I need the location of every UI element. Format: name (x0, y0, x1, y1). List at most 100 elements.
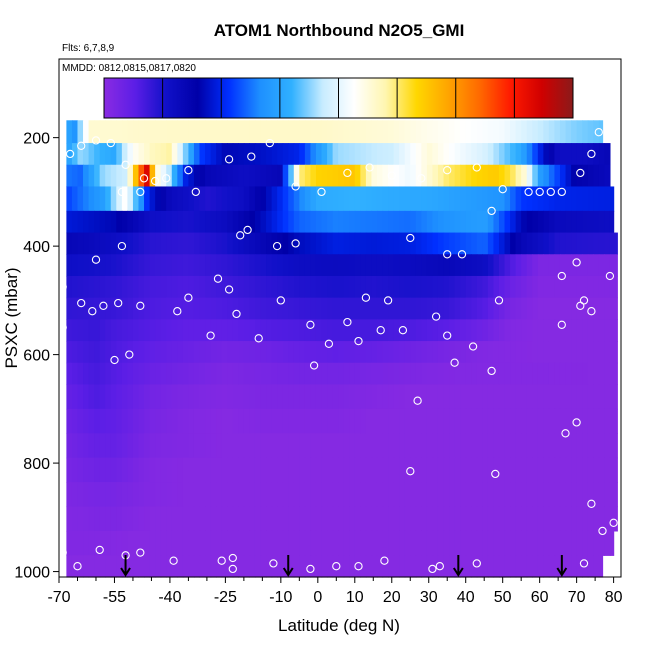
heatmap-cell (282, 457, 289, 483)
observation-point (99, 301, 108, 310)
heatmap-cell (199, 384, 206, 410)
heatmap-cell (71, 254, 79, 277)
heatmap-cell (393, 555, 400, 578)
heatmap-cell (188, 530, 195, 556)
heatmap-cell (410, 232, 417, 255)
heatmap-cell (288, 275, 295, 299)
heatmap-cell (532, 555, 539, 578)
heatmap-cell (338, 408, 345, 434)
heatmap-cell (554, 319, 561, 342)
heatmap-cell (271, 275, 278, 299)
heatmap-cell (144, 555, 151, 578)
heatmap-cell (94, 506, 101, 532)
heatmap-cell (576, 362, 583, 386)
dates-note: MMDD: 0812,0815,0817,0820 (62, 63, 196, 74)
heatmap-cell (476, 433, 483, 459)
heatmap-cell (243, 482, 251, 508)
heatmap-cell (99, 433, 106, 459)
heatmap-cell (498, 408, 506, 434)
heatmap-cell (554, 341, 561, 364)
heatmap-cell (216, 143, 223, 166)
heatmap-cell (521, 341, 528, 364)
heatmap-cell (299, 362, 306, 386)
x-axis-title: Latitude (deg N) (278, 616, 400, 635)
heatmap-cell (155, 143, 162, 166)
heatmap-cell (415, 319, 422, 342)
observation-point (380, 556, 389, 565)
observation-point (443, 166, 452, 175)
heatmap-cell (404, 341, 411, 364)
heatmap-cell (315, 297, 323, 320)
heatmap-cell (482, 530, 489, 556)
heatmap-cell (382, 457, 389, 483)
heatmap-cell (188, 232, 195, 255)
heatmap-cell (166, 555, 173, 578)
heatmap-cell (432, 143, 439, 166)
heatmap-cell (410, 254, 417, 277)
heatmap-cell (177, 555, 184, 578)
heatmap-cell (460, 143, 467, 166)
heatmap-cell (537, 457, 544, 483)
heatmap-cell (127, 254, 134, 277)
heatmap-cell (166, 120, 173, 144)
heatmap-cell (77, 341, 84, 364)
heatmap-cell (532, 433, 539, 459)
heatmap-cell (548, 482, 556, 508)
heatmap-cell (515, 506, 522, 532)
heatmap-cell (404, 506, 411, 532)
heatmap-cell (83, 457, 90, 483)
heatmap-cell (410, 362, 417, 386)
heatmap-cell (454, 341, 461, 364)
heatmap-cell (288, 530, 295, 556)
observation-point (383, 296, 393, 305)
heatmap-cell (144, 433, 151, 459)
heatmap-cell (138, 408, 145, 434)
heatmap-cell (271, 433, 278, 459)
heatmap-cell (460, 384, 467, 410)
heatmap-cell (587, 530, 594, 556)
heatmap-cell (116, 164, 123, 188)
heatmap-cell (177, 143, 184, 166)
heatmap-cell (515, 254, 522, 277)
heatmap-cell (199, 120, 206, 144)
heatmap-cell (327, 433, 334, 459)
heatmap-cell (332, 457, 339, 483)
heatmap-cell (243, 408, 251, 434)
heatmap-cell (498, 186, 506, 212)
observation-point (343, 317, 352, 327)
heatmap-cell (388, 232, 395, 255)
heatmap-cell (160, 408, 167, 434)
heatmap-cell (454, 384, 461, 410)
heatmap-cell (110, 482, 117, 508)
heatmap-cell (243, 457, 251, 483)
heatmap-cell (437, 530, 445, 556)
heatmap-cell (598, 341, 605, 364)
heatmap-cell (149, 120, 156, 144)
heatmap-cell (382, 319, 389, 342)
heatmap-cell (543, 482, 550, 508)
heatmap-cell (127, 341, 134, 364)
observation-point (387, 171, 396, 180)
heatmap-cell (71, 275, 79, 299)
heatmap-cell (94, 433, 101, 459)
heatmap-cell (304, 143, 312, 166)
heatmap-cell (460, 341, 467, 364)
heatmap-cell (559, 232, 567, 255)
heatmap-cell (582, 143, 589, 166)
heatmap-cell (388, 408, 395, 434)
heatmap-cell (121, 530, 129, 556)
heatmap-cell (437, 297, 445, 320)
heatmap-cell (393, 530, 400, 556)
heatmap-cell (371, 164, 378, 188)
heatmap-cell (94, 143, 101, 166)
heatmap-cell (127, 482, 134, 508)
heatmap-cell (216, 186, 223, 212)
heatmap-cell (510, 210, 517, 234)
heatmap-cell (526, 384, 533, 410)
observation-point (417, 174, 426, 183)
heatmap-cell (609, 297, 617, 320)
heatmap-cell (587, 120, 594, 144)
heatmap-cell (77, 210, 84, 234)
heatmap-cell (454, 254, 461, 277)
heatmap-cell (382, 143, 389, 166)
